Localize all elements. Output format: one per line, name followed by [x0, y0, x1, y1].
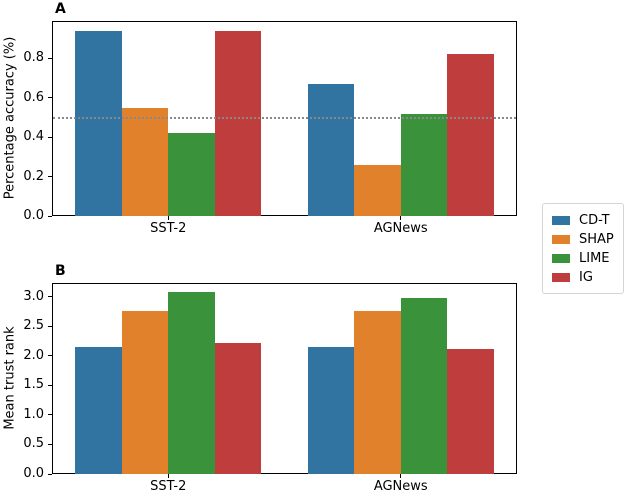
x-tick-mark: [400, 216, 402, 220]
x-tick-label-agnews: AGNews: [373, 479, 428, 494]
legend-item-shap: SHAP: [552, 230, 614, 249]
x-tick-mark: [400, 474, 402, 478]
y-tick-label: 3.0: [23, 288, 44, 304]
bar-cd-t-agnews: [307, 84, 355, 216]
y-tick-label: 0.4: [23, 129, 44, 145]
legend-item-ig: IG: [552, 268, 614, 287]
legend-label: LIME: [579, 251, 610, 266]
y-tick-mark: [48, 414, 52, 416]
bar-ig-agnews: [447, 54, 494, 216]
panel-a-label: A: [55, 1, 66, 17]
y-tick-mark: [48, 57, 52, 59]
bar-shap-agnews: [354, 164, 401, 216]
legend-swatch-lime: [552, 254, 570, 263]
x-tick-mark: [167, 216, 169, 220]
legend-item-cd-t: CD-T: [552, 211, 614, 230]
legend-swatch-cd-t: [552, 216, 570, 225]
y-tick-mark: [48, 325, 52, 327]
reference-line: [53, 116, 516, 119]
y-tick-label: 0.0: [23, 466, 44, 481]
bar-lime-sst-2: [168, 291, 215, 474]
bar-shap-sst-2: [121, 107, 169, 216]
bar-ig-sst-2: [214, 343, 262, 474]
y-tick-mark: [48, 97, 52, 99]
x-tick-label-sst-2: SST-2: [150, 221, 187, 236]
y-tick-label: 0.8: [23, 50, 44, 66]
y-tick-label: 2.0: [23, 347, 44, 363]
x-tick-mark: [167, 474, 169, 478]
bar-cd-t-sst-2: [75, 346, 122, 474]
y-tick-label: 1.5: [23, 377, 44, 393]
bar-shap-sst-2: [121, 310, 169, 474]
y-tick-mark: [48, 473, 52, 475]
y-tick-label: 0.5: [23, 436, 44, 452]
y-tick-mark: [48, 384, 52, 386]
bar-shap-agnews: [354, 310, 401, 474]
legend-label: SHAP: [579, 232, 614, 247]
legend: CD-T SHAP LIME IG: [542, 203, 624, 294]
y-tick-label: 0.6: [23, 89, 44, 105]
legend-swatch-ig: [552, 273, 570, 282]
bar-ig-sst-2: [214, 30, 262, 216]
bar-cd-t-agnews: [307, 347, 355, 474]
legend-item-lime: LIME: [552, 249, 614, 268]
y-tick-mark: [48, 296, 52, 298]
panel-b-label: B: [55, 263, 66, 279]
bar-lime-agnews: [400, 298, 448, 474]
bar-lime-sst-2: [168, 133, 215, 216]
y-tick-label: 1.0: [23, 406, 44, 422]
y-tick-mark: [48, 136, 52, 138]
y-tick-label: 0.2: [23, 168, 44, 184]
x-tick-label-agnews: AGNews: [373, 221, 428, 236]
y-tick-label: 0.0: [23, 208, 44, 223]
bar-ig-agnews: [447, 349, 494, 474]
legend-label: IG: [579, 270, 593, 285]
legend-label: CD-T: [579, 213, 610, 228]
bar-lime-agnews: [400, 113, 448, 216]
bar-cd-t-sst-2: [75, 30, 122, 216]
y-tick-mark: [48, 215, 52, 217]
y-tick-label: 2.5: [23, 318, 44, 334]
y-tick-mark: [48, 443, 52, 445]
y-tick-mark: [48, 355, 52, 357]
y-tick-mark: [48, 176, 52, 178]
x-tick-label-sst-2: SST-2: [150, 479, 187, 494]
legend-swatch-shap: [552, 235, 570, 244]
